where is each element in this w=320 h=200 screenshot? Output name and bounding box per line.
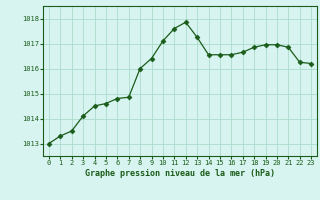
X-axis label: Graphe pression niveau de la mer (hPa): Graphe pression niveau de la mer (hPa) (85, 169, 275, 178)
